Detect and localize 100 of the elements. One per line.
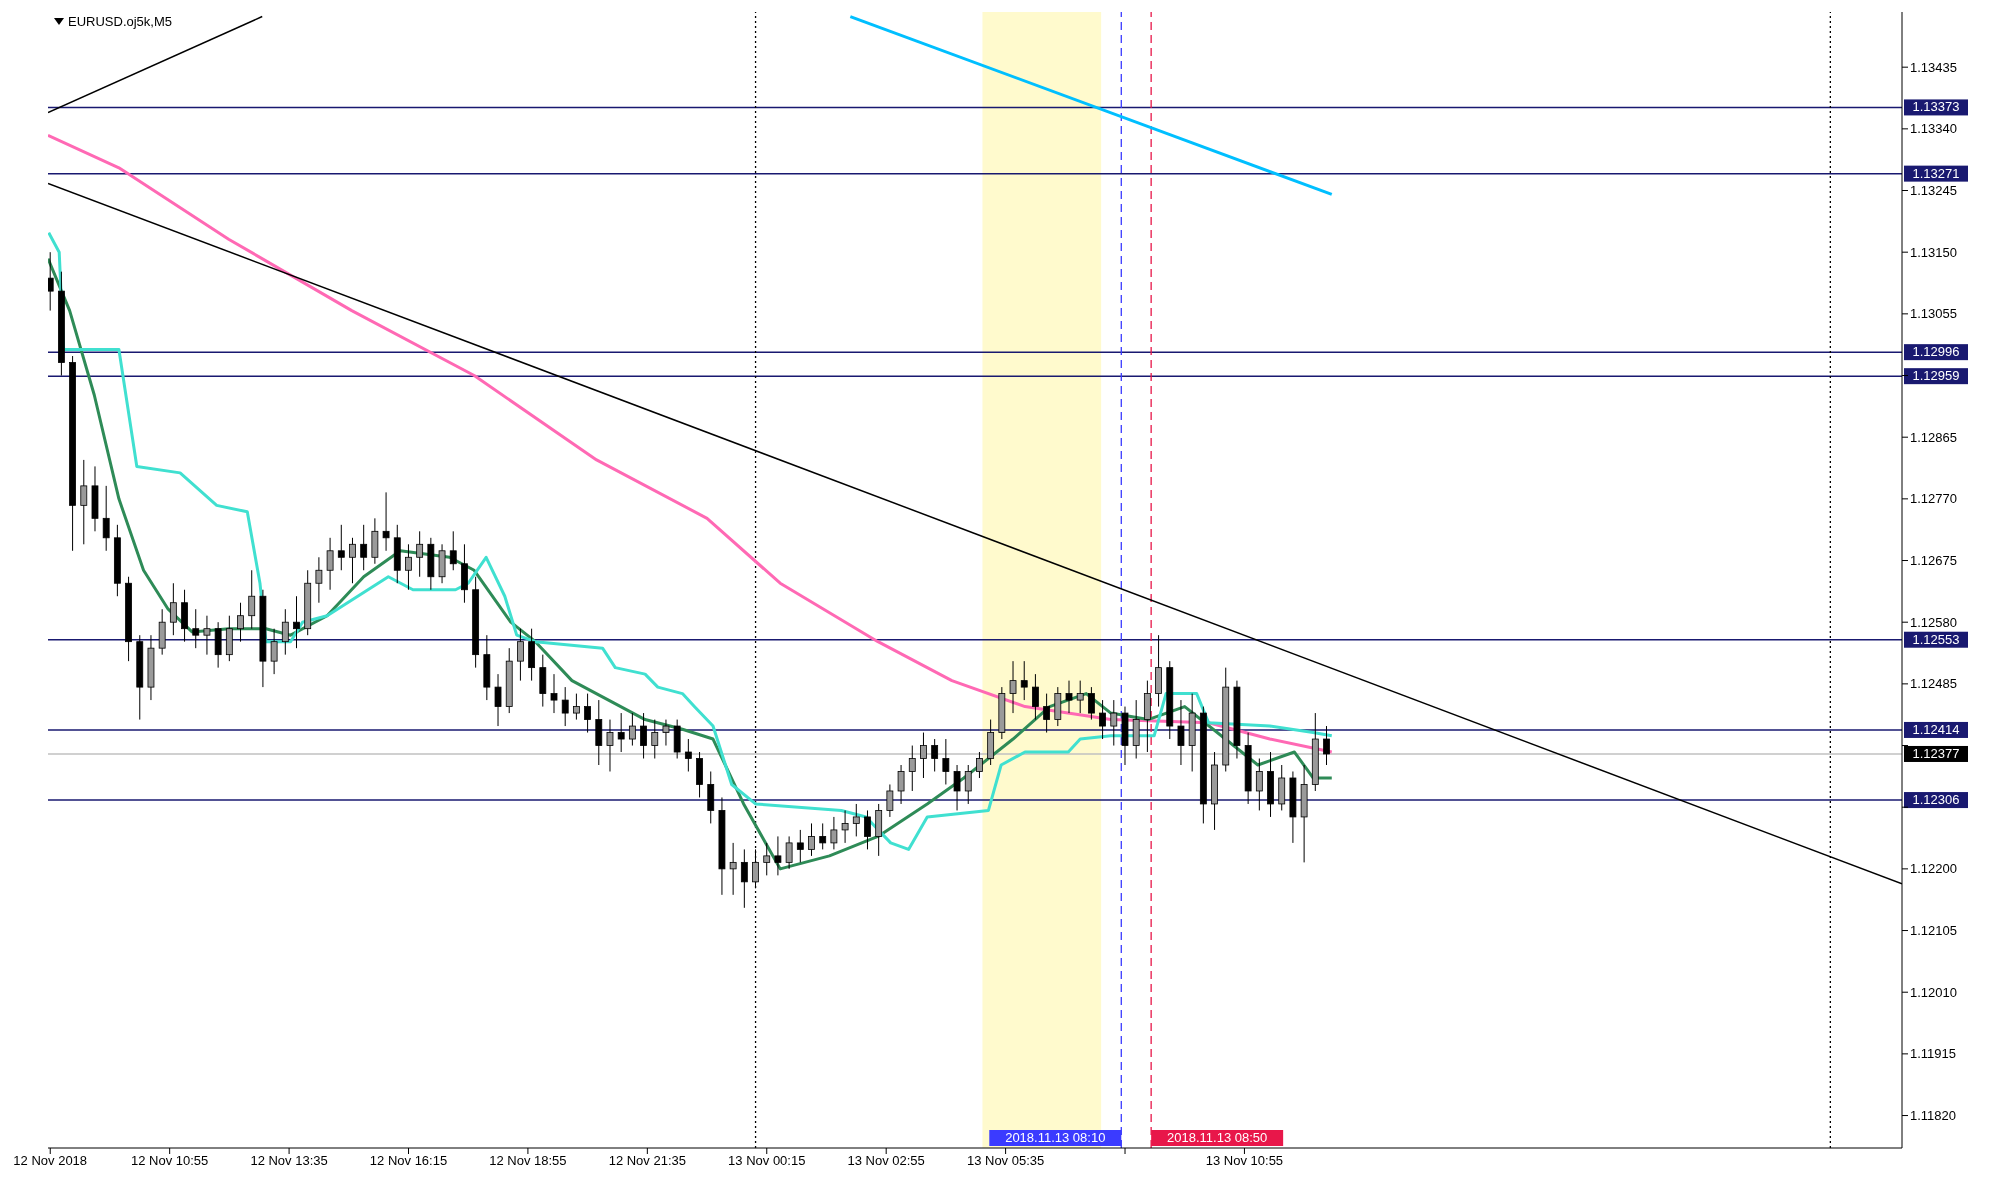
candlestick: [606, 719, 614, 772]
candlestick: [1255, 758, 1263, 811]
candlestick: [785, 835, 793, 870]
candlestick: [662, 719, 670, 747]
y-tick-label: 1.13435: [1910, 59, 1957, 75]
candlestick: [494, 673, 502, 727]
candlestick: [886, 783, 894, 818]
candlestick: [80, 459, 88, 545]
candlestick: [729, 842, 737, 896]
candlestick: [808, 822, 815, 857]
candlestick: [931, 738, 939, 772]
candlestick: [953, 764, 961, 811]
ref-line-label: 1.13373: [1912, 99, 1960, 115]
ref-line-label: 1.12306: [1912, 792, 1960, 808]
ref-line-label: 1.12377: [1912, 745, 1960, 761]
candlestick: [293, 595, 300, 649]
candlestick: [864, 809, 871, 850]
y-tick-label: 1.11915: [1910, 1046, 1957, 1062]
y-tick-label: 1.11820: [1910, 1108, 1957, 1124]
candlestick: [102, 485, 110, 552]
y-tick-label: 1.13245: [1910, 183, 1957, 199]
candlestick: [1323, 725, 1330, 766]
candlestick: [774, 835, 782, 876]
candlestick: [1065, 680, 1073, 714]
ref-line-label: 1.12996: [1912, 344, 1960, 360]
candlestick: [830, 816, 838, 850]
candlestick: [1177, 699, 1185, 766]
ref-line-label: 1.12959: [1912, 368, 1960, 384]
x-tick-label: 13 Nov 10:55: [1205, 1153, 1284, 1169]
candlestick: [1099, 699, 1106, 740]
y-tick-label: 1.12105: [1910, 923, 1957, 939]
candlestick: [796, 829, 804, 863]
candlestick: [740, 848, 748, 909]
x-tick-label: 12 Nov 10:55: [130, 1153, 209, 1169]
candlestick: [169, 582, 177, 636]
candlestick: [517, 628, 524, 682]
y-tick-label: 1.12485: [1910, 676, 1957, 692]
candlestick: [920, 732, 927, 779]
candlestick: [897, 764, 905, 805]
candlestick: [337, 524, 345, 571]
candlestick: [976, 751, 983, 779]
ref-line-label: 2018.11.13 08:10: [1005, 1130, 1106, 1145]
y-tick-label: 1.12580: [1910, 614, 1957, 630]
candlestick: [763, 842, 771, 876]
candlestick: [1088, 686, 1095, 721]
candlestick: [942, 738, 950, 785]
x-tick-label: 12 Nov 13:35: [250, 1153, 328, 1169]
candlestick: [270, 628, 278, 675]
candlestick: [651, 719, 659, 760]
candlestick: [405, 543, 412, 591]
candlestick: [841, 809, 849, 844]
y-tick-label: 1.12010: [1910, 984, 1957, 1000]
y-tick-label: 1.13055: [1910, 306, 1957, 322]
candlestick: [281, 608, 289, 656]
chart-title: EURUSD.oj5k,M5: [68, 14, 173, 29]
candlestick: [349, 537, 356, 584]
ref-line-label: 2018.11.13 08:50: [1167, 1130, 1268, 1145]
y-tick-label: 1.12865: [1910, 429, 1957, 445]
candlestick: [48, 251, 54, 312]
candlestick: [248, 569, 256, 630]
candlestick: [819, 822, 827, 850]
x-tick-label: 12 Nov 16:15: [369, 1153, 448, 1169]
candlestick: [573, 693, 580, 721]
candlestick: [964, 764, 972, 805]
x-tick-label: 12 Nov 2018: [13, 1153, 88, 1169]
x-tick-label: 13 Nov 02:55: [847, 1153, 925, 1169]
ref-line-label: 1.12414: [1912, 721, 1960, 737]
candlestick: [584, 693, 591, 734]
candlestick: [628, 712, 636, 747]
candlestick: [1076, 680, 1084, 714]
y-tick-label: 1.13150: [1910, 244, 1957, 260]
candlestick: [852, 803, 860, 837]
x-tick-label: 13 Nov 05:35: [966, 1153, 1045, 1169]
candlestick: [617, 712, 625, 753]
candlestick: [1110, 699, 1118, 747]
candlestick: [1009, 660, 1017, 714]
candlestick: [237, 602, 244, 643]
line-series: [48, 133, 1334, 754]
candlestick: [315, 556, 323, 604]
ref-line-label: 1.12553: [1912, 631, 1960, 647]
candlestick: [684, 738, 692, 772]
y-tick-label: 1.12200: [1910, 861, 1957, 877]
candlestick: [908, 745, 916, 792]
candlestick: [203, 615, 211, 656]
candlestick: [1020, 660, 1028, 701]
ref-line-label: 1.13271: [1912, 165, 1960, 181]
y-tick-label: 1.12675: [1910, 553, 1957, 569]
x-tick-label: 12 Nov 21:35: [608, 1153, 687, 1169]
x-tick-label: 12 Nov 18:55: [489, 1153, 567, 1169]
candlestick: [360, 524, 368, 571]
candlestick: [192, 608, 200, 649]
candlestick: [561, 686, 569, 727]
y-tick-label: 1.12770: [1910, 491, 1957, 507]
candlestick: [550, 673, 558, 714]
candlestick: [449, 530, 457, 571]
x-tick-label: 13 Nov 00:15: [728, 1153, 806, 1169]
candlestick: [326, 537, 334, 591]
candlestick: [1043, 693, 1051, 734]
candlestick: [416, 530, 424, 578]
candlestick: [640, 712, 647, 760]
